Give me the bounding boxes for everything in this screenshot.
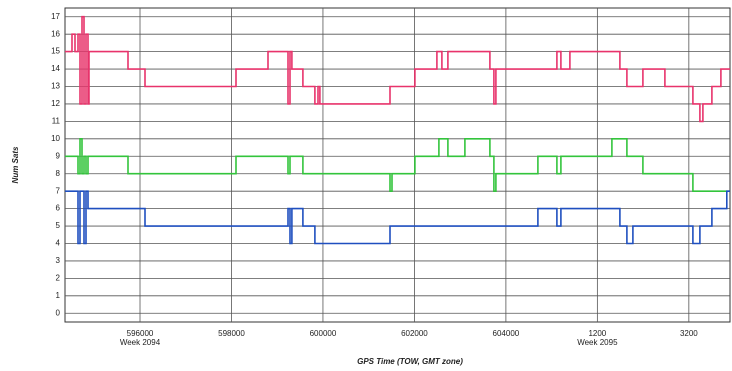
x-axis-title: GPS Time (TOW, GMT zone) <box>357 357 463 366</box>
y-tick-label: 12 <box>51 99 60 108</box>
y-tick-label: 4 <box>56 239 61 248</box>
y-tick-label: 11 <box>52 116 61 125</box>
x-tick-label: 604000 <box>493 329 520 338</box>
x-tick-label: 602000 <box>401 329 428 338</box>
y-tick-label: 1 <box>56 291 61 300</box>
y-tick-label: 6 <box>56 204 61 213</box>
x-tick-label: 1200 <box>588 329 606 338</box>
y-tick-label: 15 <box>51 47 60 56</box>
y-tick-label: 16 <box>51 29 60 38</box>
y-tick-label: 17 <box>51 12 60 21</box>
y-tick-label: 13 <box>51 82 60 91</box>
x-tick-label: 596000 <box>127 329 154 338</box>
series-line <box>65 15 730 123</box>
y-tick-label: 10 <box>51 134 60 143</box>
y-tick-label: 2 <box>56 273 61 282</box>
y-tick-label: 0 <box>56 308 61 317</box>
y-tick-label: 14 <box>51 64 60 73</box>
plot-area <box>64 7 731 323</box>
y-tick-label: 9 <box>56 151 61 160</box>
week-label: Week 2095 <box>577 338 618 347</box>
y-tick-label: 5 <box>56 221 61 230</box>
x-tick-label: 600000 <box>310 329 337 338</box>
y-tick-label: 7 <box>56 186 61 195</box>
y-tick-label: 3 <box>56 256 61 265</box>
y-tick-label: 8 <box>56 169 61 178</box>
y-axis-title: Num Sats <box>11 146 20 183</box>
series-line <box>65 138 730 192</box>
x-tick-label: 3200 <box>680 329 698 338</box>
series-line <box>65 190 730 245</box>
x-tick-label: 598000 <box>218 329 245 338</box>
week-label: Week 2094 <box>120 338 161 347</box>
